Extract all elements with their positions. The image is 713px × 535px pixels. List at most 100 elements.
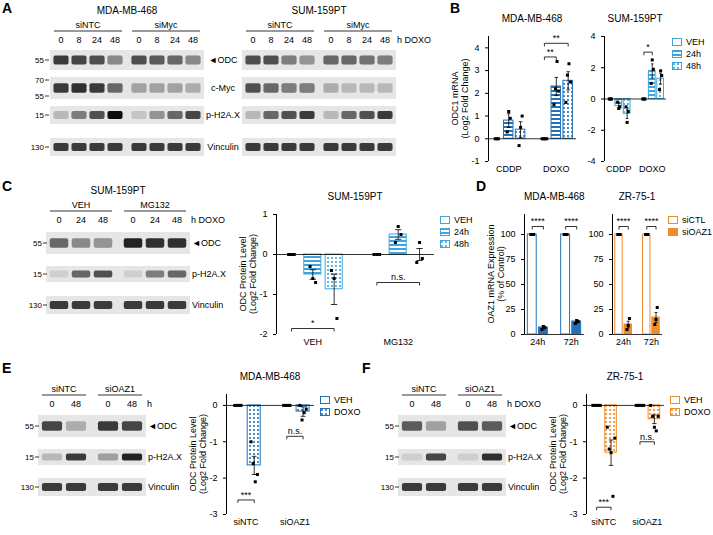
- svg-text:(Log2 Fold Change): (Log2 Fold Change): [198, 414, 208, 494]
- svg-text:55: 55: [25, 422, 34, 431]
- svg-text:-1: -1: [569, 437, 577, 447]
- svg-text:130: 130: [31, 143, 45, 152]
- svg-text:SUM-159PT: SUM-159PT: [90, 185, 145, 196]
- svg-text:h: h: [147, 399, 152, 409]
- svg-text:C: C: [2, 178, 12, 194]
- svg-text:48: 48: [71, 399, 81, 409]
- svg-text:◄ODC: ◄ODC: [508, 421, 537, 431]
- svg-text:15: 15: [385, 453, 394, 462]
- svg-text:**: **: [553, 33, 561, 43]
- svg-text:48: 48: [302, 35, 312, 45]
- svg-text:siOAZ1: siOAZ1: [105, 384, 135, 394]
- svg-text:1: 1: [474, 111, 479, 121]
- svg-text:MG132: MG132: [140, 200, 170, 210]
- svg-text:0: 0: [572, 400, 577, 410]
- svg-text:0: 0: [510, 329, 515, 339]
- svg-text:0: 0: [262, 249, 267, 259]
- svg-text:48: 48: [188, 35, 198, 45]
- svg-text:24h: 24h: [530, 337, 545, 347]
- svg-text:****: ****: [644, 216, 659, 226]
- svg-text:MG132: MG132: [383, 337, 413, 347]
- svg-text:0: 0: [56, 215, 61, 225]
- svg-text:24: 24: [284, 35, 294, 45]
- svg-text:(% of Control): (% of Control): [496, 246, 506, 302]
- svg-text:h DOXO: h DOXO: [191, 215, 225, 225]
- svg-text:4: 4: [474, 43, 479, 53]
- svg-text:50: 50: [593, 279, 603, 289]
- svg-text:0: 0: [598, 329, 603, 339]
- svg-text:ODC1 mRNA: ODC1 mRNA: [450, 71, 460, 125]
- svg-text:DOXO: DOXO: [543, 164, 570, 174]
- svg-text:*: *: [646, 42, 650, 52]
- svg-text:0: 0: [409, 399, 414, 409]
- svg-text:Vinculin: Vinculin: [148, 482, 179, 492]
- svg-text:siOAZ1: siOAZ1: [280, 517, 310, 527]
- svg-text:55: 55: [385, 422, 394, 431]
- svg-text:n.s.: n.s.: [288, 426, 303, 436]
- svg-text:-1: -1: [259, 289, 267, 299]
- svg-text:8: 8: [346, 35, 351, 45]
- svg-text:0: 0: [465, 399, 470, 409]
- svg-text:Vinculin: Vinculin: [192, 300, 223, 310]
- svg-text:75: 75: [505, 254, 515, 264]
- svg-text:siNTC: siNTC: [234, 517, 259, 527]
- svg-text:8: 8: [76, 35, 81, 45]
- svg-text:24: 24: [362, 35, 372, 45]
- svg-text:55: 55: [35, 92, 44, 101]
- svg-text:24: 24: [76, 215, 86, 225]
- svg-text:50: 50: [505, 279, 515, 289]
- svg-text:**: **: [547, 47, 555, 57]
- svg-text:-2: -2: [209, 473, 217, 483]
- svg-text:15: 15: [33, 270, 42, 279]
- svg-text:DOXO: DOXO: [639, 164, 666, 174]
- svg-text:48: 48: [380, 35, 390, 45]
- svg-text:2: 2: [474, 88, 479, 98]
- svg-text:p-H2A.X: p-H2A.X: [206, 110, 240, 120]
- svg-text:F: F: [362, 360, 371, 376]
- svg-text:3: 3: [474, 65, 479, 75]
- svg-text:-3: -3: [209, 509, 217, 519]
- svg-text:siNTC: siNTC: [268, 20, 293, 30]
- svg-text:siOAZ1: siOAZ1: [632, 517, 662, 527]
- svg-text:48: 48: [172, 215, 182, 225]
- svg-text:h DOXO: h DOXO: [397, 35, 431, 45]
- svg-text:70: 70: [35, 76, 44, 85]
- svg-text:***: ***: [241, 490, 252, 500]
- svg-text:4: 4: [590, 31, 595, 41]
- svg-text:B: B: [450, 0, 460, 16]
- svg-text:(Log2 Fold Change): (Log2 Fold Change): [460, 58, 470, 138]
- svg-text:VEH: VEH: [304, 337, 323, 347]
- svg-text:0: 0: [328, 35, 333, 45]
- svg-text:p-H2A.X: p-H2A.X: [192, 269, 226, 279]
- svg-text:-3: -3: [569, 509, 577, 519]
- svg-text:siMyc: siMyc: [155, 20, 178, 30]
- svg-text:siMyc: siMyc: [347, 20, 370, 30]
- svg-text:***: ***: [599, 497, 610, 507]
- svg-text:24: 24: [150, 215, 160, 225]
- svg-text:(Log2 Fold Change): (Log2 Fold Change): [558, 414, 568, 494]
- svg-text:48: 48: [431, 399, 441, 409]
- svg-text:8: 8: [154, 35, 159, 45]
- svg-text:CDDP: CDDP: [606, 164, 632, 174]
- svg-text:****: ****: [531, 216, 546, 226]
- svg-text:55: 55: [33, 239, 42, 248]
- svg-text:n.s.: n.s.: [640, 432, 655, 442]
- svg-text:MDA-MB-468: MDA-MB-468: [97, 5, 158, 16]
- svg-text:2: 2: [590, 63, 595, 73]
- svg-text:siNTC: siNTC: [591, 517, 616, 527]
- svg-text:ODC Protein Level: ODC Protein Level: [548, 416, 558, 491]
- svg-text:-4: -4: [587, 156, 595, 166]
- svg-text:CDDP: CDDP: [496, 164, 522, 174]
- svg-text:*: *: [311, 318, 315, 328]
- svg-text:D: D: [476, 178, 486, 194]
- svg-text:h DOXO: h DOXO: [507, 399, 541, 409]
- svg-text:-1: -1: [209, 437, 217, 447]
- svg-text:100: 100: [500, 229, 515, 239]
- svg-text:****: ****: [564, 216, 579, 226]
- svg-text:OAZ1 mRNA Expression: OAZ1 mRNA Expression: [486, 224, 496, 323]
- svg-text:0: 0: [474, 134, 479, 144]
- svg-text:ODC Protein Level: ODC Protein Level: [188, 416, 198, 491]
- svg-text:n.s.: n.s.: [391, 272, 406, 282]
- svg-text:siOAZ1: siOAZ1: [465, 384, 495, 394]
- svg-text:c-Myc: c-Myc: [211, 83, 235, 93]
